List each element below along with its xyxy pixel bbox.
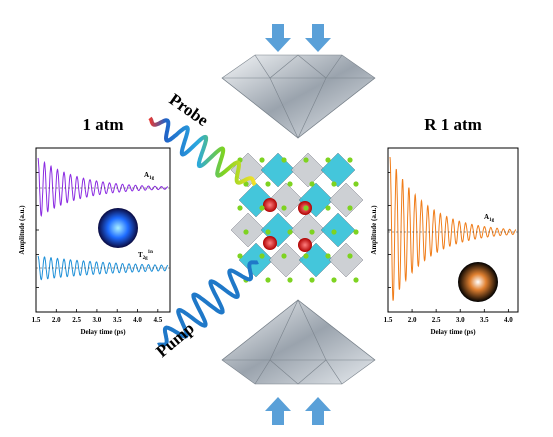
x-tick-label: 4.0 xyxy=(133,316,142,324)
atom xyxy=(287,277,293,283)
x-tick-label: 3.5 xyxy=(480,316,489,324)
top-diamond xyxy=(221,54,376,139)
bottom-diamond xyxy=(221,299,376,385)
atom xyxy=(325,253,331,259)
atom xyxy=(259,157,265,163)
atom xyxy=(265,277,271,283)
x-tick-label: 3.0 xyxy=(456,316,465,324)
octahedron xyxy=(230,212,266,248)
atom xyxy=(281,157,287,163)
mode-label: A1g xyxy=(484,213,495,223)
atom xyxy=(309,277,315,283)
atom xyxy=(347,253,353,259)
panel-title: R 1 atm xyxy=(424,115,482,134)
octahedron xyxy=(268,182,304,218)
atom xyxy=(281,205,287,211)
atom xyxy=(303,253,309,259)
atom xyxy=(298,238,312,252)
mode-subscript: 1g xyxy=(489,218,495,223)
atom xyxy=(265,181,271,187)
probe-label: Probe xyxy=(166,90,213,131)
octahedron xyxy=(238,242,274,278)
mode-label: A1g xyxy=(144,171,155,181)
atom xyxy=(353,181,359,187)
octahedron xyxy=(290,152,326,188)
mode-symbol: A xyxy=(484,213,489,221)
atom xyxy=(353,277,359,283)
pump-beam xyxy=(157,260,259,347)
atom xyxy=(281,253,287,259)
atom xyxy=(325,157,331,163)
oscillation-trace xyxy=(389,156,517,301)
beam-spot xyxy=(98,208,138,248)
pressure-arrows xyxy=(265,24,331,425)
x-tick-label: 2.5 xyxy=(432,316,441,324)
atom xyxy=(237,253,243,259)
atom xyxy=(347,157,353,163)
x-tick-label: 4.5 xyxy=(153,316,162,324)
atom xyxy=(259,205,265,211)
atom xyxy=(243,229,249,235)
mode-subscript: 1g xyxy=(149,176,155,181)
atom xyxy=(309,229,315,235)
atom xyxy=(263,236,277,250)
atom xyxy=(303,205,309,211)
atom xyxy=(237,205,243,211)
mode-symbol: T xyxy=(138,251,143,259)
atom xyxy=(325,205,331,211)
octahedron xyxy=(328,242,364,278)
octahedron xyxy=(320,212,356,248)
atom xyxy=(331,229,337,235)
beam-spot xyxy=(458,262,498,302)
x-tick-label: 1.5 xyxy=(32,316,41,324)
x-tick-label: 4.0 xyxy=(504,316,513,324)
panels: 1 atm Delay time (ps) Amplitude (a.u.) 1.5 2… xyxy=(18,115,519,336)
atom xyxy=(243,181,249,187)
atom xyxy=(303,157,309,163)
atom xyxy=(347,205,353,211)
atom xyxy=(331,181,337,187)
atom xyxy=(263,198,277,212)
atom xyxy=(287,229,293,235)
panel-title: 1 atm xyxy=(82,115,123,134)
mode-subscript: 2g xyxy=(143,256,149,261)
x-tick-label: 2.5 xyxy=(72,316,81,324)
oscillation-trace xyxy=(37,255,169,281)
pump-label: Pump xyxy=(152,319,198,361)
x-axis-label: Delay time (ps) xyxy=(430,328,476,336)
x-tick-label: 1.5 xyxy=(384,316,393,324)
octahedron xyxy=(260,152,296,188)
octahedron xyxy=(328,182,364,218)
atom xyxy=(265,229,271,235)
atom xyxy=(309,181,315,187)
mode-superscript: 1n xyxy=(148,250,154,255)
mode-symbol: A xyxy=(144,171,149,179)
atom xyxy=(259,253,265,259)
x-tick-label: 3.5 xyxy=(113,316,122,324)
atom xyxy=(287,181,293,187)
y-axis-label: Amplitude (a.u.) xyxy=(18,205,26,255)
probe-beam xyxy=(148,116,257,187)
y-axis-label: Amplitude (a.u.) xyxy=(370,205,378,255)
x-tick-label: 3.0 xyxy=(93,316,102,324)
mode-label: T2g1n xyxy=(138,250,153,261)
atom xyxy=(353,229,359,235)
x-axis-label: Delay time (ps) xyxy=(80,328,126,336)
x-tick-label: 2.0 xyxy=(408,316,417,324)
x-tick-label: 2.0 xyxy=(52,316,61,324)
oscillation-trace xyxy=(37,157,169,217)
atom xyxy=(331,277,337,283)
crystal-structure xyxy=(230,152,364,283)
octahedron xyxy=(268,242,304,278)
